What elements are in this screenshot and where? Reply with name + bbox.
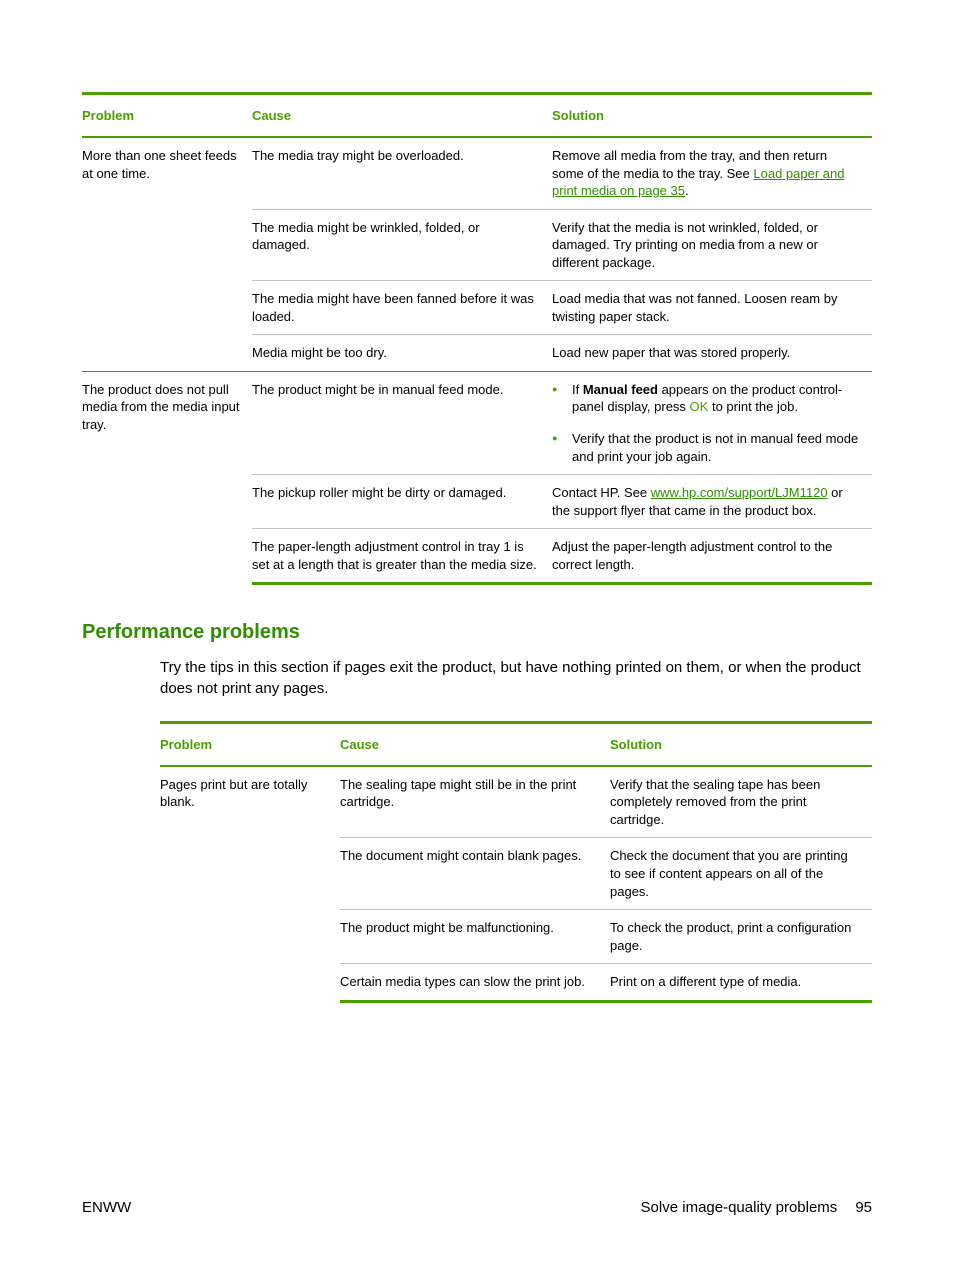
col-header-problem: Problem — [160, 722, 340, 766]
solution-text: Contact HP. See — [552, 485, 651, 500]
solution-cell: Contact HP. See www.hp.com/support/LJM11… — [552, 475, 872, 529]
table-row: More than one sheet feeds at one time. T… — [82, 137, 872, 209]
cause-cell: The media tray might be overloaded. — [252, 137, 552, 209]
table-header-row: Problem Cause Solution — [82, 94, 872, 138]
section-intro: Try the tips in this section if pages ex… — [82, 658, 872, 699]
cause-cell: The document might contain blank pages. — [340, 838, 610, 910]
solution-cell: Verify that the sealing tape has been co… — [610, 766, 872, 838]
footer-left: ENWW — [82, 1199, 131, 1216]
table-header-row: Problem Cause Solution — [160, 722, 872, 766]
solution-cell: To check the product, print a configurat… — [610, 910, 872, 964]
page-number: 95 — [855, 1199, 872, 1216]
cause-cell: The product might be malfunctioning. — [340, 910, 610, 964]
cause-cell: The product might be in manual feed mode… — [252, 371, 552, 474]
col-header-cause: Cause — [252, 94, 552, 138]
problem-cell: Pages print but are totally blank. — [160, 766, 340, 1001]
table-row: Pages print but are totally blank. The s… — [160, 766, 872, 838]
solution-cell: Check the document that you are printing… — [610, 838, 872, 910]
bullet-post: to print the job. — [708, 399, 798, 414]
col-header-cause: Cause — [340, 722, 610, 766]
hp-support-link[interactable]: www.hp.com/support/LJM1120 — [651, 485, 828, 500]
solution-bullets: If Manual feed appears on the product co… — [552, 381, 860, 465]
solution-cell: Load media that was not fanned. Loosen r… — [552, 281, 872, 335]
page: Problem Cause Solution More than one she… — [0, 0, 954, 1270]
solution-cell: Adjust the paper-length adjustment contr… — [552, 529, 872, 584]
section-heading-performance: Performance problems — [82, 621, 872, 644]
page-footer: ENWW Solve image-quality problems 95 — [82, 1199, 872, 1216]
cause-cell: The media might have been fanned before … — [252, 281, 552, 335]
solution-cell: Remove all media from the tray, and then… — [552, 137, 872, 209]
problem-cell: More than one sheet feeds at one time. — [82, 137, 252, 371]
col-header-solution: Solution — [552, 94, 872, 138]
solution-cell: Load new paper that was stored properly. — [552, 335, 872, 372]
bullet-item: Verify that the product is not in manual… — [572, 430, 860, 465]
col-header-problem: Problem — [82, 94, 252, 138]
cause-cell: The sealing tape might still be in the p… — [340, 766, 610, 838]
cause-cell: Certain media types can slow the print j… — [340, 964, 610, 1002]
solution-cell: Print on a different type of media. — [610, 964, 872, 1002]
cause-cell: The paper-length adjustment control in t… — [252, 529, 552, 584]
troubleshooting-table-1: Problem Cause Solution More than one she… — [82, 92, 872, 585]
footer-section-label: Solve image-quality problems — [641, 1199, 838, 1216]
problem-cell: The product does not pull media from the… — [82, 371, 252, 583]
bullet-bold: Manual feed — [583, 382, 658, 397]
cause-cell: The media might be wrinkled, folded, or … — [252, 209, 552, 281]
ok-label: OK — [690, 399, 709, 414]
solution-cell: Verify that the media is not wrinkled, f… — [552, 209, 872, 281]
table2-wrapper: Problem Cause Solution Pages print but a… — [82, 721, 872, 1003]
cause-cell: The pickup roller might be dirty or dama… — [252, 475, 552, 529]
table-row: The product does not pull media from the… — [82, 371, 872, 474]
solution-cell: If Manual feed appears on the product co… — [552, 371, 872, 474]
footer-right: Solve image-quality problems 95 — [641, 1199, 872, 1216]
bullet-pre: If — [572, 382, 583, 397]
solution-text-post: . — [685, 183, 689, 198]
troubleshooting-table-2: Problem Cause Solution Pages print but a… — [160, 721, 872, 1003]
bullet-item: If Manual feed appears on the product co… — [572, 381, 860, 416]
col-header-solution: Solution — [610, 722, 872, 766]
cause-cell: Media might be too dry. — [252, 335, 552, 372]
